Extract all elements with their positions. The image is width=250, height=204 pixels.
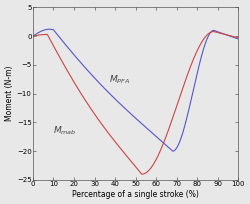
Text: $M_{PFA}$: $M_{PFA}$ bbox=[109, 73, 130, 86]
Text: $M_{mab}$: $M_{mab}$ bbox=[54, 125, 77, 137]
Y-axis label: Moment (N-m): Moment (N-m) bbox=[5, 66, 14, 121]
X-axis label: Percentage of a single stroke (%): Percentage of a single stroke (%) bbox=[72, 190, 199, 199]
